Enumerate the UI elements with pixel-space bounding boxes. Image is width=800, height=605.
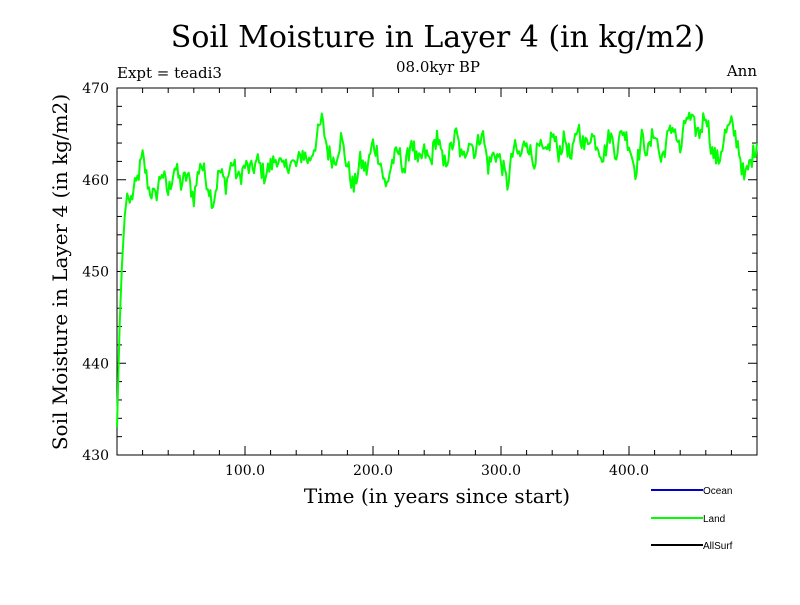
y-tick-label: 460: [82, 173, 109, 189]
chart-title: Soil Moisture in Layer 4 (in kg/m2): [171, 20, 705, 55]
series-line-land: [116, 111, 758, 428]
legend-label-ocean: Ocean: [703, 486, 732, 497]
y-axis-label: Soil Moisture in Layer 4 (in kg/m2): [48, 94, 72, 450]
plot-area: 100.0 200.0 300.0 400.0 430 440 450 460 470: [82, 81, 758, 479]
legend: Ocean Land AllSurf: [651, 486, 733, 552]
legend-label-land: Land: [703, 514, 725, 525]
x-axis-label: Time (in years since start): [304, 484, 570, 508]
x-tick-label: 300.0: [481, 463, 521, 479]
x-tick-label: 200.0: [353, 463, 393, 479]
y-tick-label: 470: [82, 81, 109, 97]
y-tick-label: 440: [82, 356, 109, 372]
chart-subtitle: 08.0kyr BP: [396, 58, 480, 76]
expt-label: Expt = teadi3: [117, 64, 222, 82]
y-tick-label: 430: [82, 448, 109, 464]
y-tick-label: 450: [82, 265, 109, 281]
season-label: Ann: [726, 62, 757, 80]
x-tick-label: 100.0: [225, 463, 265, 479]
legend-label-allsurf: AllSurf: [703, 541, 733, 552]
x-tick-label: 400.0: [609, 463, 649, 479]
